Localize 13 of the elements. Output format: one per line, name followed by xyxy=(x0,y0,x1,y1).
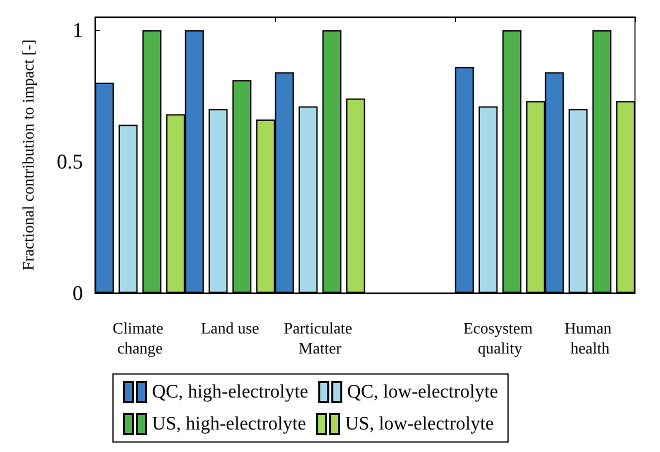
y-tick-label: 0.5 xyxy=(56,150,83,174)
x-tick-label: Human health xyxy=(564,320,616,358)
y-axis-title: Fractional contribution to impact [-] xyxy=(20,39,38,271)
legend-label: QC, low-electrolyte xyxy=(347,382,498,402)
x-tick-label: Particulate Matter xyxy=(284,320,356,358)
x-tick-label: Land use xyxy=(200,320,260,338)
legend-label: US, low-electrolyte xyxy=(345,414,494,434)
y-tick-label: 0 xyxy=(72,281,83,305)
legend-label: QC, high-electrolyte xyxy=(152,382,308,402)
y-tick-label: 1 xyxy=(72,18,83,42)
x-tick-label: Ecosystem quality xyxy=(463,320,537,358)
x-tick-label: Climate change xyxy=(112,320,168,358)
legend-label: US, high-electrolyte xyxy=(152,414,306,434)
